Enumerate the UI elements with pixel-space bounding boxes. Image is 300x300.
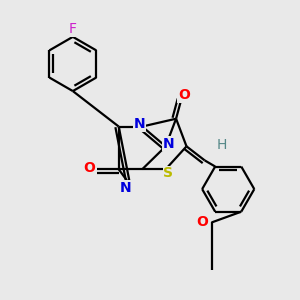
Text: N: N	[120, 181, 132, 194]
Text: F: F	[69, 22, 77, 35]
Text: H: H	[216, 138, 226, 152]
Text: N: N	[134, 117, 146, 131]
Text: F: F	[69, 23, 76, 36]
Text: O: O	[83, 161, 95, 175]
Text: O: O	[178, 88, 190, 102]
Text: N: N	[162, 137, 174, 151]
Text: S: S	[163, 167, 173, 181]
Text: O: O	[196, 215, 208, 230]
